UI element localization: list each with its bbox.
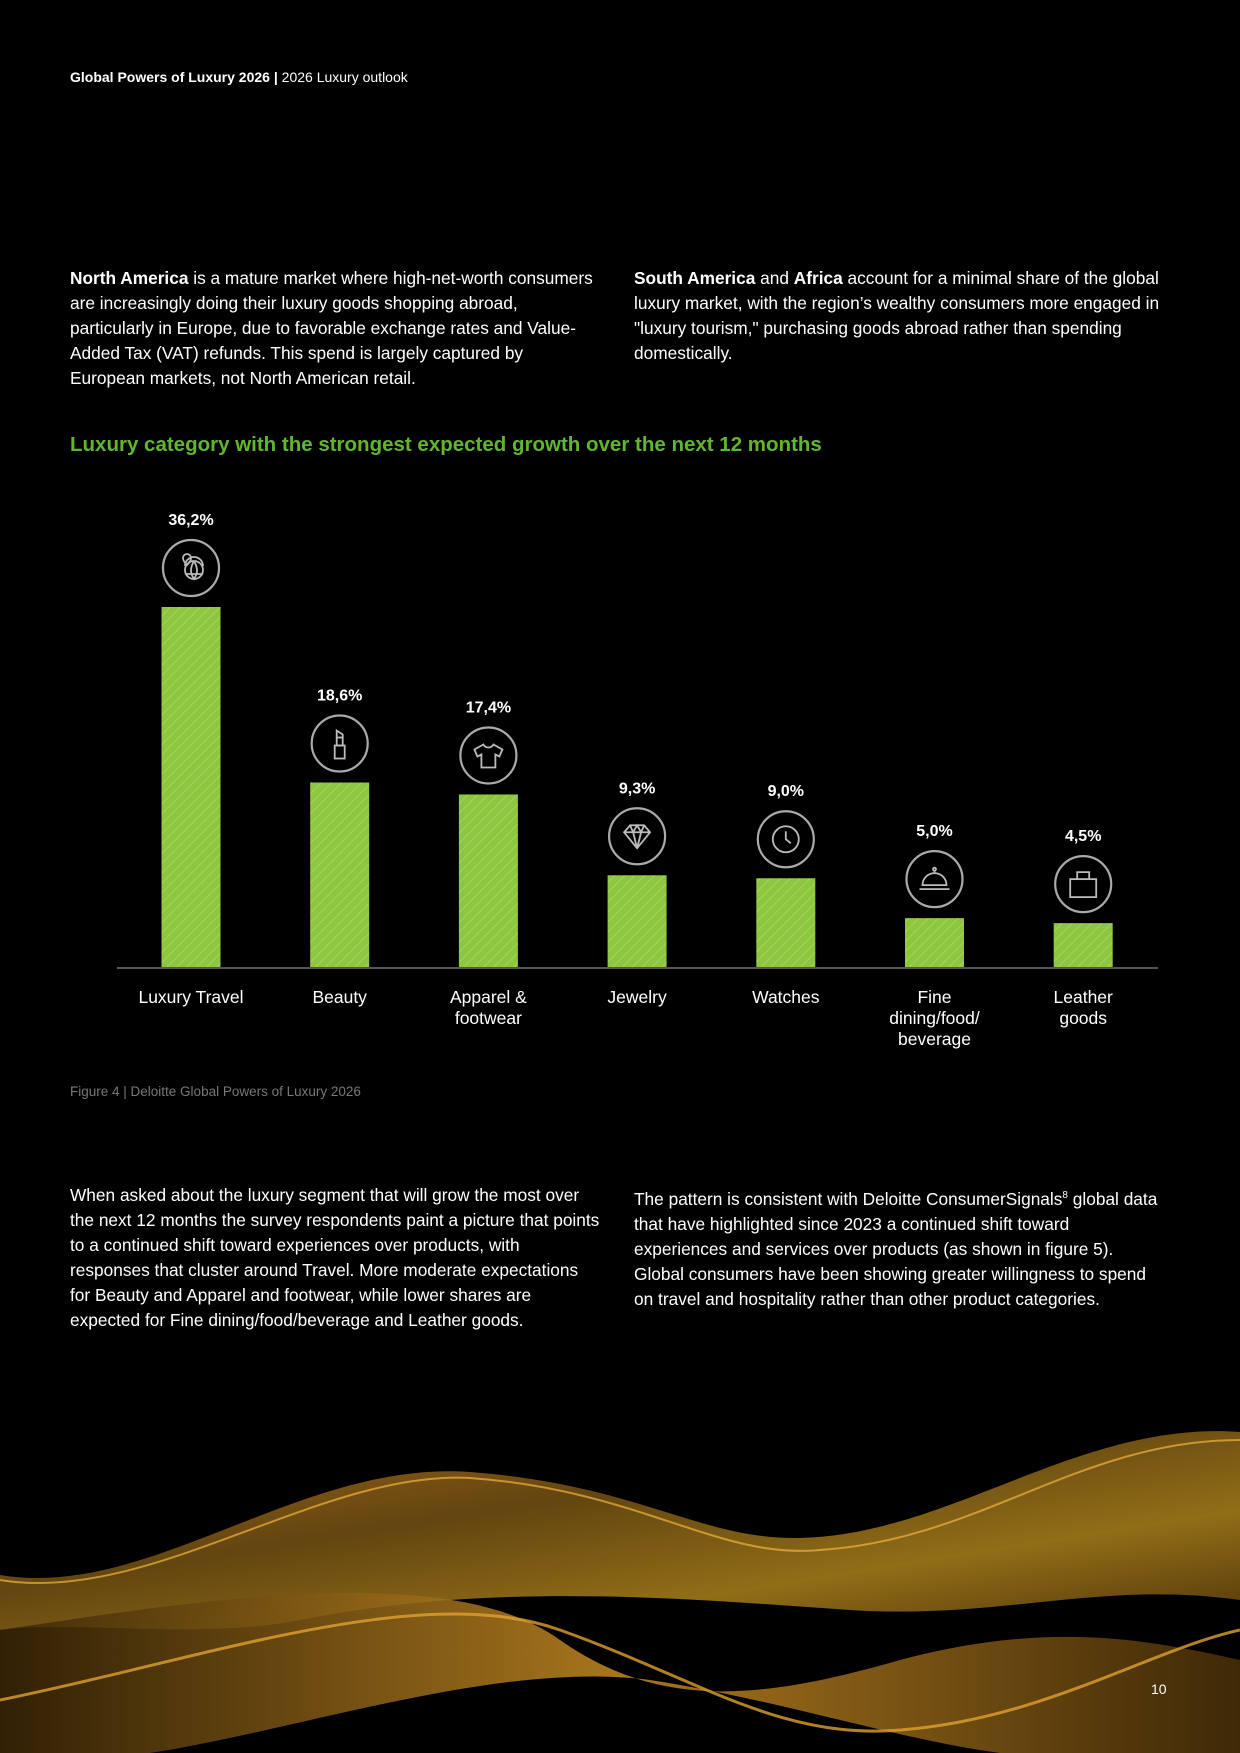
category-label: beverage <box>898 1029 971 1049</box>
header-separator: | <box>269 69 282 85</box>
paragraph-text: and <box>755 268 794 288</box>
lipstick-icon <box>310 714 369 773</box>
category-label: Leather <box>1054 987 1114 1007</box>
bold-term: Africa <box>793 268 843 288</box>
data-label: 18,6% <box>317 688 362 705</box>
paragraph-text: is a mature market where high-net-worth … <box>70 268 593 388</box>
data-label: 4,5% <box>1065 828 1101 845</box>
globe-pin-icon <box>161 538 221 598</box>
category-label: Beauty <box>312 987 367 1007</box>
paragraph-text: account for a minimal share of the globa… <box>634 268 1160 363</box>
category-label: dining/food/ <box>889 1008 980 1028</box>
bar-chart: 36,2% Luxury Travel 18,6% Beauty 17,4% Appare… <box>117 512 1158 1049</box>
footnote-ref[interactable]: 8 <box>1062 1190 1068 1201</box>
figure-caption: Figure 4 | Deloitte Global Powers of Lux… <box>70 1084 361 1099</box>
paragraph-text: global data that have highlighted since … <box>634 1188 1158 1309</box>
category-label: Apparel & <box>450 987 527 1007</box>
clock-icon <box>756 810 815 869</box>
cloche-icon <box>905 850 964 909</box>
category-label: Fine <box>917 987 951 1007</box>
data-label: 17,4% <box>466 699 511 716</box>
data-label: 36,2% <box>168 512 213 529</box>
bar-2 <box>458 794 518 968</box>
bar-0 <box>161 607 221 968</box>
tshirt-icon <box>459 726 518 785</box>
data-label: 9,0% <box>768 783 804 800</box>
paragraph-text: The pattern is consistent with Deloitte … <box>634 1188 1063 1209</box>
bar-3 <box>607 875 667 968</box>
diamond-icon <box>607 807 667 866</box>
section-title: 2026 Luxury outlook <box>281 69 408 85</box>
category-label: Luxury Travel <box>138 987 243 1007</box>
data-label: 9,3% <box>619 780 655 797</box>
bar-6 <box>1053 923 1113 968</box>
category-label: Watches <box>752 987 820 1007</box>
running-header: Global Powers of Luxury 2026 | 2026 Luxu… <box>70 69 408 85</box>
paragraph-survey: When asked about the luxury segment that… <box>70 1185 600 1330</box>
bold-term: South America <box>634 268 756 288</box>
category-label: footwear <box>455 1008 522 1028</box>
chart-title: Luxury category with the strongest expec… <box>70 433 822 456</box>
paragraph-south-america: South America and Africa account for a m… <box>634 266 1164 366</box>
paragraph-consumersignals: The pattern is consistent with Deloitte … <box>634 1183 1164 1312</box>
bold-term: North America <box>70 268 189 288</box>
bar-4 <box>756 878 816 968</box>
bag-icon <box>1054 855 1113 914</box>
gold-wave-decoration <box>0 1431 1240 1753</box>
paragraph-north-america: North America is a mature market where h… <box>70 266 600 391</box>
category-label: Jewelry <box>607 987 667 1007</box>
bar-1 <box>310 782 370 968</box>
doc-title: Global Powers of Luxury 2026 <box>70 69 270 85</box>
page-number: 10 <box>1151 1681 1167 1697</box>
data-label: 5,0% <box>916 823 952 840</box>
category-label: goods <box>1059 1008 1107 1028</box>
bar-5 <box>905 918 964 968</box>
